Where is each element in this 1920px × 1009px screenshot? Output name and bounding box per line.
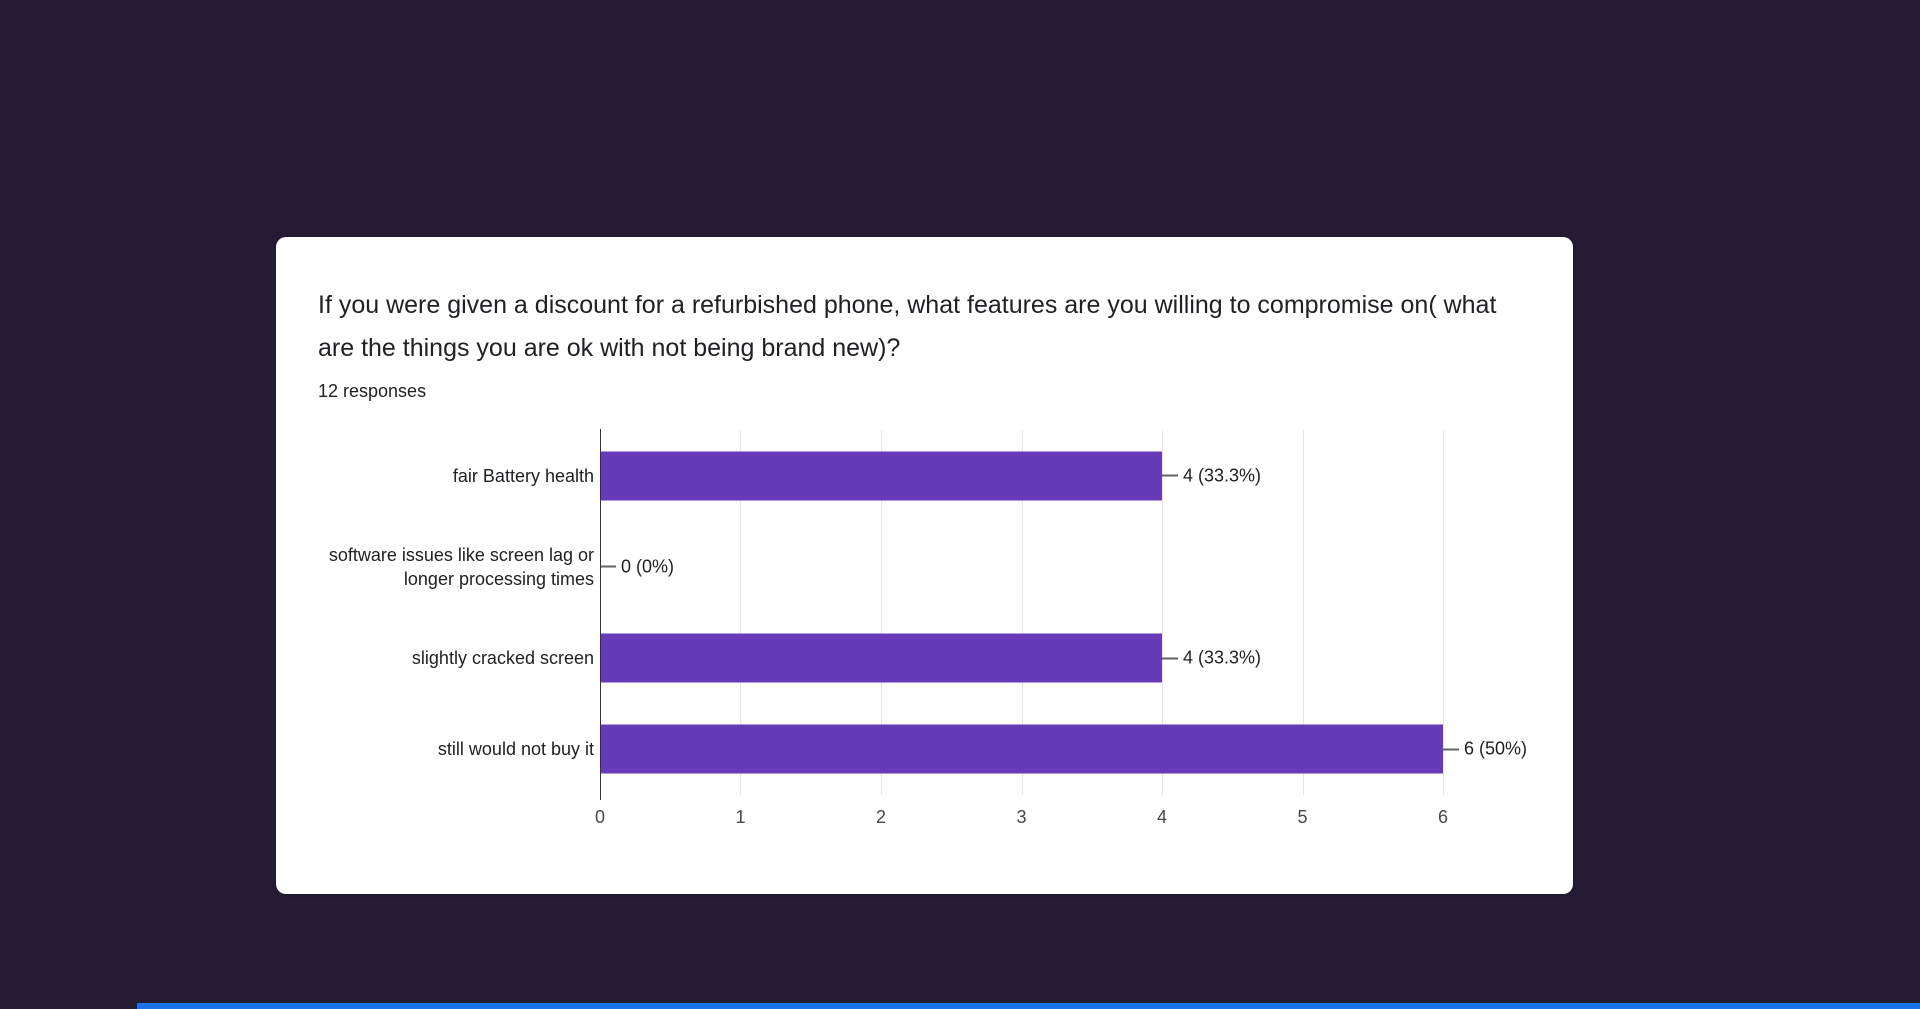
bar — [600, 451, 1162, 501]
value-label: 6 (50%) — [1443, 739, 1527, 760]
value-text: 4 (33.3%) — [1182, 647, 1262, 668]
leader-line — [1161, 474, 1178, 477]
chart-row: 4 (33.3%) — [600, 430, 1443, 521]
y-axis-labels: fair Battery health software issues like … — [285, 430, 600, 795]
x-tick-label: 6 — [1437, 807, 1449, 827]
value-label: 4 (33.3%) — [1161, 465, 1262, 486]
x-tick-label: 5 — [1297, 807, 1308, 827]
x-axis-ticks: 0 1 2 3 4 5 6 — [595, 795, 1448, 829]
value-text: 6 (50%) — [1464, 738, 1528, 759]
x-tick-label: 2 — [875, 807, 886, 827]
chart-row: 6 (50%) — [600, 704, 1527, 795]
category-label: still would not buy it — [437, 739, 594, 760]
x-tick-label: 4 — [1156, 807, 1167, 827]
plot-area: 4 (33.3%) 0 (0%) 4 (33.3%) 6 (50%) 0 1 2 3 4 5 6 — [595, 429, 1527, 827]
gridline — [1443, 430, 1444, 795]
category-label: fair Battery health — [452, 465, 594, 486]
x-tick-label: 3 — [1016, 807, 1027, 827]
chart-row: 4 (33.3%) — [600, 613, 1443, 704]
value-label: 4 (33.3%) — [1161, 647, 1262, 669]
bar — [600, 724, 1443, 774]
value-label: 0 (0%) — [600, 556, 674, 577]
value-text: 0 (0%) — [621, 556, 675, 577]
gridline — [880, 430, 882, 795]
bottom-accent-bar — [137, 1003, 1920, 1009]
gridline — [1302, 430, 1304, 795]
gridline — [1161, 430, 1163, 795]
category-label: slightly cracked screen — [411, 648, 594, 669]
gridline — [740, 430, 742, 795]
responses-count: 12 responses — [318, 381, 427, 401]
leader-line — [1161, 657, 1178, 660]
category-label: software issues like screen lag or longe… — [328, 544, 594, 589]
bar — [600, 633, 1162, 683]
bar-chart: fair Battery health software issues like … — [285, 429, 1573, 827]
y-axis-line — [600, 429, 601, 800]
bar-rows: 4 (33.3%) 0 (0%) 4 (33.3%) 6 (50%) — [600, 430, 1527, 795]
results-card: If you were given a discount for a refur… — [276, 237, 1573, 894]
leader-line — [1443, 748, 1459, 751]
chart-row: 0 (0%) — [600, 521, 1443, 612]
x-tick-label: 0 — [594, 807, 606, 827]
gridline — [1021, 430, 1023, 795]
leader-line — [600, 565, 616, 568]
question-title: If you were given a discount for a refur… — [318, 291, 1497, 362]
x-tick-label: 1 — [735, 807, 746, 827]
value-text: 4 (33.3%) — [1182, 465, 1262, 486]
